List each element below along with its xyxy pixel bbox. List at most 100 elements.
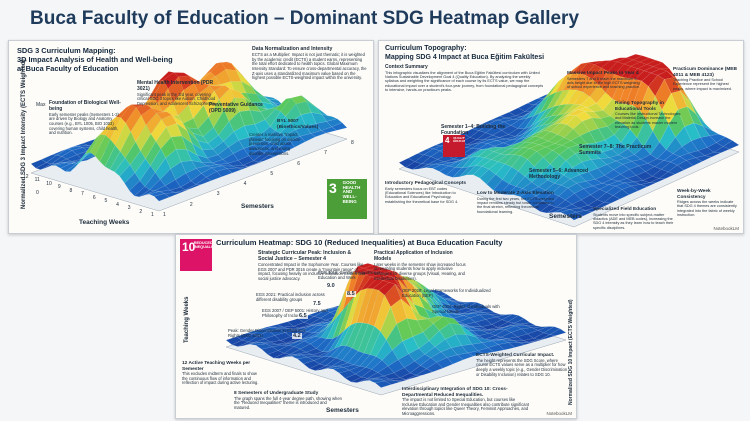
x-tick-label: 4 [116,201,119,208]
z-tick-label: 3 [216,191,220,198]
annotation: Semester 1–4: Building the Foundation [441,124,521,137]
gallery-item[interactable]: Curriculum Topography: Mapping SDG 4 Impa… [378,40,744,234]
surface-cell [578,205,596,211]
surface-cell [134,158,151,181]
surface-cell [539,91,557,114]
surface-cell [407,289,425,309]
annotation-heading: Rising Topography in Educational Tools [615,101,664,112]
surface-cell [550,103,568,117]
surface-cell [517,103,535,112]
surface-cell [394,284,412,308]
surface-cell [599,157,617,165]
x-tick-label: 5 [104,198,108,205]
z-tick-label: 1 [163,212,166,218]
annotation: Semester 5–6: Advanced Methodology [529,168,619,181]
surface-cell [120,104,137,124]
annotation-heading: Massive Impact Peaks in Year 4 [567,71,639,76]
surface-cell [513,188,530,197]
surface-cell [448,159,465,168]
surface-cell [115,122,131,152]
surface-cell [379,378,396,382]
annotation-heading: Strategic Curricular Peak: Inclusion & S… [258,250,352,262]
surface-cell [575,111,592,122]
surface-cell [460,324,478,329]
surface-cell [387,359,405,374]
sdg-badge: 3 GOOD HEALTH AND WELL-BEING [327,179,367,219]
x-tick-label: 3 [127,205,131,212]
surface-cell [406,279,423,295]
annotation-body: OEP 4004: Rights of Individuals with Spe… [432,304,500,314]
x-tick-label: 10 [46,180,52,187]
surface-cell [488,329,506,336]
surface-cell [627,137,644,155]
x-tick-label: 6 [92,194,96,201]
surface-cell [587,103,604,113]
surface-cell [395,378,412,382]
surface-cell [559,114,577,125]
surface-cell [413,303,431,320]
surface-cell [183,82,200,106]
surface-cell [124,172,141,191]
annotation: Mental Health Intervention (PDR 3021) Sig… [137,80,223,107]
surface-cell [518,136,535,143]
surface-cell [485,316,503,325]
annotation-heading: Preventative Guidance (OPD 5009) [209,102,263,114]
surface-cell [631,184,648,191]
annotation-heading: Practical Application of Inclusion Model… [374,250,453,262]
surface-cell [419,163,436,169]
surface-cell [240,81,257,95]
surface-cell [548,113,565,125]
z-tick-label: 2 [189,201,193,208]
surface-cell [643,66,661,74]
surface-cell [503,119,521,126]
surface-cell [109,151,126,173]
surface-cell [396,318,414,342]
y-tick-label: Max [36,102,46,108]
surface-cell [625,54,643,61]
gallery-item[interactable]: SDG 3 Curriculum Mapping: 3D Impact Analy… [8,40,374,234]
gallery-item[interactable]: Curriculum Heatmap: SDG 10 (Reduced Ineq… [175,234,577,419]
sdg-label: REDUCED INEQUALITIES [193,241,212,250]
surface-cell [566,211,584,221]
surface-cell [55,162,72,169]
surface-cell [656,149,674,161]
y-axis-label: Teaching Weeks [184,296,190,343]
sdg-label: GOOD HEALTH AND WELL-BEING [342,180,361,204]
surface-cell [270,340,288,345]
surface-cell [451,345,468,355]
surface-cell [297,356,315,365]
x-tick-label: 12 [23,174,29,180]
surface-cell [521,327,539,335]
surface-cell [477,328,494,332]
surface-cell [508,170,526,187]
annotation: Introductory Pedagogical Concepts Early s… [385,181,469,204]
annotation-heading: Semester 7–8: The Practicum Summits [579,144,652,156]
panel-title: Curriculum Topography: [385,45,467,52]
surface-cell [293,322,311,329]
surface-cell [349,366,367,375]
surface-cell [565,193,582,205]
annotation: Foundation of Biological Well-being Early… [49,100,121,136]
surface-cell [478,143,495,151]
x-tick-label: 11 [34,177,40,184]
surface-cell [289,348,307,355]
surface-cell [578,62,595,76]
surface-cell [663,153,681,163]
annotation: Week-by-Week Consistency Ridges across th… [677,189,739,217]
surface-cell [706,142,724,153]
surface-cell [568,144,585,154]
surface-cell [357,323,375,354]
surface-cell [510,328,528,338]
annotation-heading: Practicum Dominance (MEB 4011 & MEB 4123… [673,67,737,78]
surface-cell [679,153,696,161]
annotation: BYL 5007 (Bioethics/Values) [277,119,333,130]
surface-cell [445,167,463,178]
annotation-heading: Mental Health Intervention (PDR 3021) [137,80,214,92]
annotation: PDR 3016: Gender Inequalities in Educati… [318,270,398,281]
surface-cell [493,325,510,331]
surface-cell [478,123,496,133]
surface-cell [611,142,628,156]
sdg-number: 4 [445,136,450,145]
panel-title: Mapping SDG 4 Impact at Buca Eğitim Fakü… [385,53,545,61]
